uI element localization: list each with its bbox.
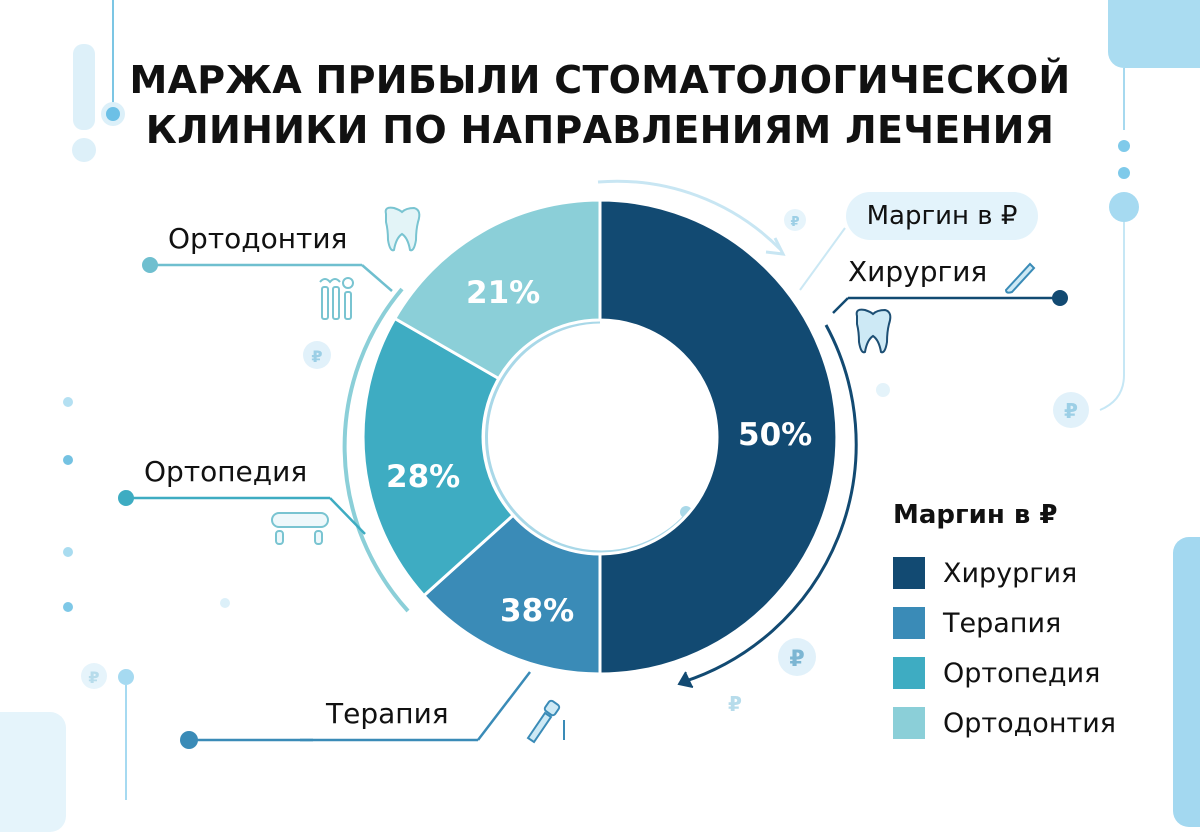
slice-label-orthopedics: 28% [386,459,461,495]
slice-label-orthodontics: 21% [466,275,541,311]
legend-item-orthopedics[interactable]: Ортопедия [893,648,1116,698]
ruble-coin-icons: ₽ ₽ ₽ ₽ ₽ ₽ [81,209,1089,718]
chart-legend: Маргин в ₽ Хирургия Терапия Ортопедия Ор… [893,500,1116,748]
slice-surgery[interactable] [598,198,839,676]
legend-item-orthodontics[interactable]: Ортодонтия [893,698,1116,748]
legend-swatch-surgery [893,557,925,589]
svg-text:₽: ₽ [790,215,799,230]
slice-orthopedics[interactable] [361,316,516,598]
legend-swatch-orthopedics [893,657,925,689]
legend-label: Ортодонтия [943,707,1116,739]
margin-badge-label: Маргин в ₽ [866,201,1018,231]
decor-panel-bottom-right [1173,537,1200,827]
dental-bridge-icon [271,512,329,545]
chart-title: МАРЖА ПРИБЫЛИ СТОМАТОЛОГИЧЕСКОЙ КЛИНИКИ … [0,55,1200,155]
slice-orthodontics[interactable] [392,198,602,381]
svg-text:₽: ₽ [311,347,322,366]
chart-layer: ₽ ₽ ₽ ₽ ₽ ₽ [63,0,1139,800]
svg-text:₽: ₽ [88,668,99,687]
dental-drill-icon [526,699,565,744]
legend-item-surgery[interactable]: Хирургия [893,548,1116,598]
callout-label-surgery: Хирургия [848,255,988,288]
callout-label-orthodontics: Ортодонтия [168,222,348,255]
decor-panel-top-right [1108,0,1200,68]
legend-swatch-therapy [893,607,925,639]
slice-therapy[interactable] [421,513,602,676]
margin-badge: Маргин в ₽ [846,192,1038,240]
svg-text:₽: ₽ [728,692,742,716]
slice-label-surgery: 50% [738,417,813,453]
legend-title: Маргин в ₽ [893,500,1058,530]
tooth-icon-right [855,308,892,354]
decor-elements [63,0,1139,800]
title-line-1: МАРЖА ПРИБЫЛИ СТОМАТОЛОГИЧЕСКОЙ [129,58,1071,102]
legend-label: Хирургия [943,557,1078,589]
svg-text:₽: ₽ [789,647,804,672]
callout-lines [118,227,1068,749]
donut-chart [361,198,839,676]
legend-item-therapy[interactable]: Терапия [893,598,1116,648]
dental-tools-icon [319,277,354,320]
slice-label-therapy: 38% [500,593,575,629]
legend-label: Терапия [943,607,1062,639]
svg-text:₽: ₽ [1064,399,1078,423]
callout-label-therapy: Терапия [326,697,449,730]
callout-label-orthopedics: Ортопедия [144,455,308,488]
legend-label: Ортопедия [943,657,1101,689]
legend-swatch-orthodontics [893,707,925,739]
scalpel-icon [1004,262,1036,294]
tooth-icon-top [384,206,421,252]
title-line-2: КЛИНИКИ ПО НАПРАВЛЕНИЯМ ЛЕЧЕНИЯ [145,108,1055,152]
